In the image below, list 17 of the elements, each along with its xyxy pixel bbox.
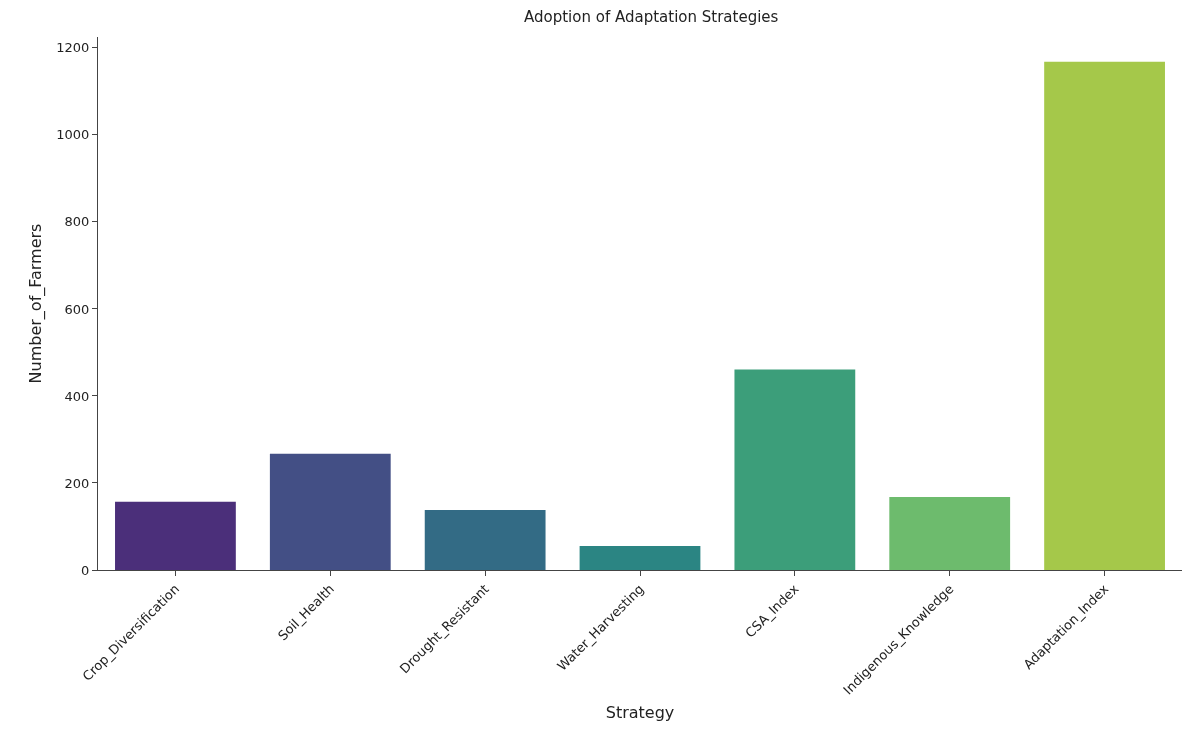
y-tick-label: 0 <box>81 562 90 578</box>
bar <box>889 496 1011 570</box>
y-tick-label: 1000 <box>56 127 90 143</box>
bar <box>1044 61 1165 570</box>
y-tick-label: 400 <box>64 388 90 404</box>
bar <box>579 546 701 570</box>
y-tick-label: 200 <box>64 475 90 491</box>
y-tick-label: 800 <box>64 214 90 230</box>
bar <box>115 501 236 570</box>
y-axis-title: Number_of_Farmers <box>26 223 47 384</box>
chart-title: Adoption of Adaptation Strategies <box>524 7 779 26</box>
bar <box>269 453 391 570</box>
bar <box>424 509 546 570</box>
bar <box>734 369 856 570</box>
y-tick-label: 1200 <box>56 40 90 56</box>
x-axis-title: Strategy <box>605 703 675 723</box>
y-tick-label: 600 <box>64 301 90 317</box>
